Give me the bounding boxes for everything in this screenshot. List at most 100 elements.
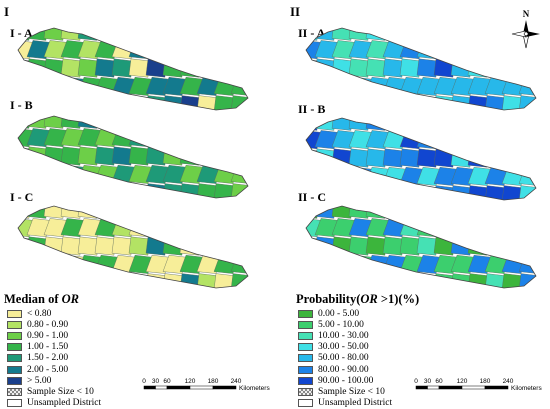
legend-title-probability: Probability(OR >1)(%) <box>296 292 419 307</box>
district <box>77 28 98 41</box>
district <box>111 273 132 288</box>
district <box>43 28 64 41</box>
legend-label: 80.00 - 90.00 <box>318 364 369 375</box>
district <box>94 28 115 41</box>
district <box>501 206 522 219</box>
district <box>213 236 234 256</box>
legend-label: 2.00 - 5.00 <box>27 364 69 375</box>
district <box>43 206 64 219</box>
district <box>94 273 115 288</box>
legend-label: Sample Size < 10 <box>27 386 94 397</box>
district <box>306 166 322 186</box>
district <box>306 273 318 288</box>
district <box>467 58 488 78</box>
legend-item: 50.00 - 80.00 <box>298 353 392 364</box>
district <box>145 273 166 288</box>
district <box>416 236 437 256</box>
district <box>467 28 488 41</box>
legend-label: 50.00 - 80.00 <box>318 353 369 364</box>
district <box>213 116 234 129</box>
district <box>518 58 536 78</box>
district <box>399 273 420 288</box>
district <box>382 273 403 288</box>
country-outline <box>17 205 249 289</box>
district <box>60 164 85 184</box>
district <box>382 28 403 41</box>
district-map-ii-b <box>305 117 537 201</box>
district <box>213 218 238 238</box>
scale-segment <box>155 385 168 390</box>
district <box>450 28 471 41</box>
district <box>111 116 132 129</box>
legend-title-prefix: Probability( <box>296 292 361 306</box>
district <box>60 273 81 288</box>
district <box>77 116 98 129</box>
district <box>111 236 132 256</box>
district <box>399 206 420 219</box>
district <box>196 146 217 166</box>
district <box>111 28 132 41</box>
district <box>18 76 34 96</box>
district <box>43 254 68 274</box>
district <box>18 58 30 78</box>
legend-label: 30.00 - 50.00 <box>318 342 369 353</box>
district <box>467 148 488 168</box>
district <box>382 148 403 168</box>
district <box>348 58 369 78</box>
district <box>416 206 437 219</box>
district <box>162 28 183 41</box>
legend-swatch <box>298 331 313 340</box>
district <box>484 118 505 131</box>
map-label-i-c: I - C <box>10 190 34 204</box>
district <box>60 76 85 96</box>
district <box>365 58 386 78</box>
district <box>331 76 356 96</box>
district <box>77 206 98 219</box>
legend-label: Unsampled District <box>318 398 393 409</box>
district <box>306 236 318 256</box>
district <box>501 118 522 131</box>
legend-item: Sample Size < 10 <box>298 386 392 397</box>
district <box>179 116 200 129</box>
district <box>162 40 187 60</box>
legend-title-median-or: Median of OR <box>4 292 79 307</box>
district <box>145 206 166 219</box>
district <box>179 28 200 41</box>
legend-swatch <box>7 343 22 352</box>
panel-label-ii: II <box>290 4 301 19</box>
district <box>501 58 522 78</box>
district <box>179 128 204 148</box>
scale-tick-label: 180 <box>208 378 219 385</box>
district <box>230 76 248 96</box>
district <box>314 273 335 288</box>
legend-label: < 0.80 <box>27 308 52 319</box>
country-outline <box>17 27 249 111</box>
scale-tick-label: 30 <box>152 378 160 385</box>
scale-tick-label: 180 <box>480 378 491 385</box>
district <box>179 218 204 238</box>
district <box>94 236 115 256</box>
legend-median-or: < 0.80 0.80 - 0.90 0.90 - 1.00 1.00 - 1.50 1… <box>7 308 101 409</box>
legend-swatch <box>298 399 313 408</box>
district <box>518 206 536 219</box>
district <box>128 146 149 166</box>
district <box>230 40 248 60</box>
legend-label: 1.00 - 1.50 <box>27 342 69 353</box>
map-label-ii-b: II - B <box>298 102 326 116</box>
district <box>306 28 318 41</box>
district <box>306 206 318 219</box>
district <box>196 28 217 41</box>
legend-swatch <box>7 365 22 374</box>
district <box>484 130 509 150</box>
district <box>18 28 30 41</box>
scale-unit: Kilometers <box>239 385 270 392</box>
district <box>60 58 81 78</box>
district <box>314 166 339 186</box>
district <box>518 236 536 256</box>
district <box>230 254 248 274</box>
district <box>348 76 373 96</box>
district <box>111 58 132 78</box>
district <box>484 58 505 78</box>
